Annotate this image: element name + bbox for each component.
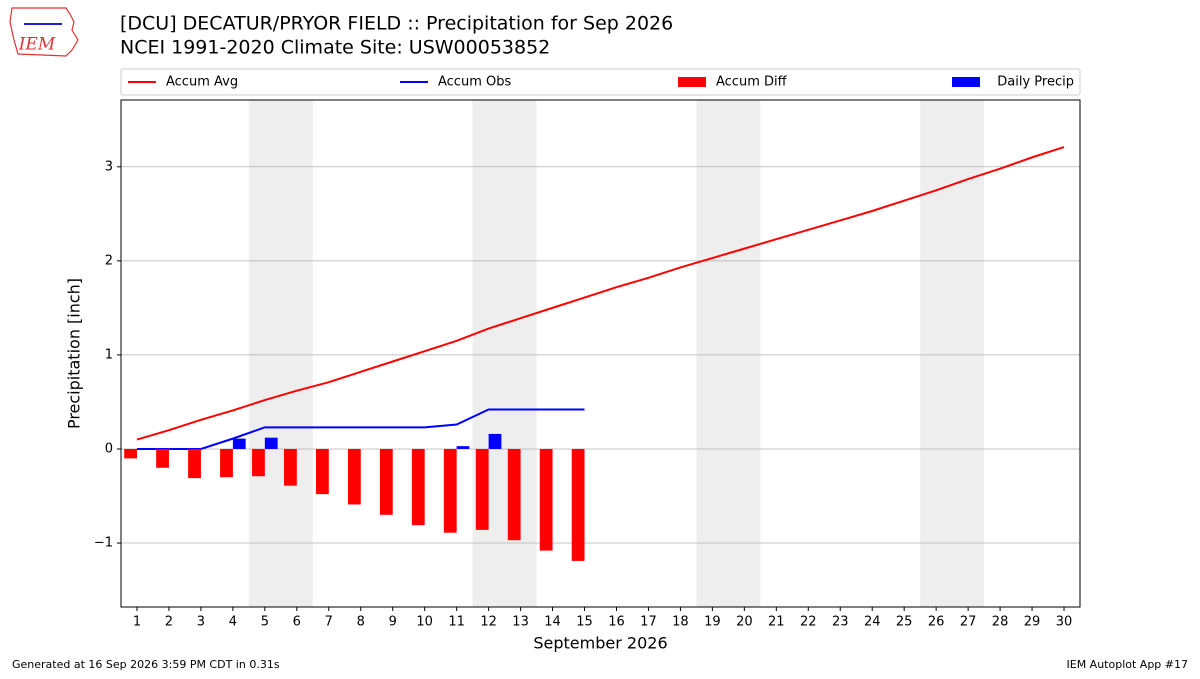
- logo: IEM: [9, 7, 79, 57]
- x-tick-label: 28: [992, 615, 1009, 630]
- weekend-shade: [248, 100, 313, 607]
- x-tick-label: 25: [896, 615, 913, 630]
- x-tick-label: 16: [608, 615, 625, 630]
- bar: [411, 448, 425, 526]
- x-tick-label: 6: [293, 615, 301, 630]
- x-tick-label: 30: [1056, 615, 1073, 630]
- legend-label: Accum Diff: [716, 75, 788, 90]
- bar: [507, 448, 521, 541]
- bar: [379, 448, 393, 515]
- line: [136, 146, 1065, 441]
- weekend-shade: [472, 100, 537, 607]
- x-tick-label: 3: [197, 615, 205, 630]
- x-tick-label: 26: [928, 615, 945, 630]
- x-tick-label: 21: [768, 615, 785, 630]
- x-tick-label: 18: [672, 615, 689, 630]
- y-tick-label: 0: [105, 441, 113, 456]
- plot-frame: [120, 99, 1081, 608]
- y-tick-label: 2: [105, 253, 113, 268]
- bar: [252, 448, 265, 477]
- bar: [264, 437, 278, 449]
- legend: [120, 68, 1081, 96]
- x-tick-label: 1: [133, 615, 141, 630]
- bar: [456, 446, 470, 449]
- bar: [284, 448, 297, 486]
- chart-subtitle: NCEI 1991-2020 Climate Site: USW00053852: [120, 37, 550, 59]
- x-tick-label: 13: [512, 615, 529, 630]
- x-tick-label: 17: [640, 615, 657, 630]
- x-tick-label: 14: [544, 615, 561, 630]
- x-axis-label: September 2026: [533, 634, 667, 653]
- logo-outline: [9, 7, 79, 57]
- y-tick-label: 3: [105, 159, 113, 174]
- bar: [315, 448, 329, 495]
- y-axis-label: Precipitation [inch]: [65, 278, 84, 429]
- y-tick-label: −1: [94, 536, 113, 551]
- x-tick-label: 27: [960, 615, 977, 630]
- x-tick-label: 7: [325, 615, 333, 630]
- line: [136, 408, 585, 450]
- x-tick-label: 5: [261, 615, 269, 630]
- bar: [347, 448, 361, 505]
- x-tick-label: 10: [416, 615, 433, 630]
- x-tick-label: 12: [480, 615, 497, 630]
- bar: [188, 448, 201, 479]
- x-tick-label: 2: [165, 615, 173, 630]
- x-tick-label: 4: [229, 615, 237, 630]
- x-tick-label: 15: [576, 615, 593, 630]
- x-tick-label: 11: [448, 615, 465, 630]
- bar: [475, 448, 489, 530]
- bar: [232, 438, 246, 449]
- bar: [571, 448, 585, 561]
- legend-label: Accum Avg: [166, 75, 238, 90]
- bar: [539, 448, 553, 551]
- legend-swatch: [678, 77, 706, 87]
- x-tick-label: 8: [357, 615, 365, 630]
- logo-text: IEM: [18, 35, 56, 55]
- chart-title: [DCU] DECATUR/PRYOR FIELD :: Precipitati…: [120, 13, 673, 35]
- bar: [443, 448, 457, 533]
- x-tick-label: 9: [389, 615, 397, 630]
- x-tick-label: 24: [864, 615, 881, 630]
- x-tick-label: 19: [704, 615, 721, 630]
- x-tick-label: 23: [832, 615, 849, 630]
- bar: [488, 433, 502, 449]
- legend-label: Accum Obs: [438, 75, 511, 90]
- bar: [124, 448, 137, 459]
- legend-label: Daily Precip: [997, 75, 1074, 90]
- x-tick-label: 20: [736, 615, 753, 630]
- footer-right: IEM Autoplot App #17: [1067, 658, 1189, 671]
- x-tick-label: 29: [1024, 615, 1041, 630]
- y-tick-label: 1: [105, 347, 113, 362]
- x-tick-label: 22: [800, 615, 817, 630]
- bar: [156, 448, 169, 468]
- weekend-shade: [696, 100, 761, 607]
- bar: [220, 448, 233, 478]
- legend-swatch: [952, 77, 980, 87]
- footer-left: Generated at 16 Sep 2026 3:59 PM CDT in …: [12, 658, 280, 671]
